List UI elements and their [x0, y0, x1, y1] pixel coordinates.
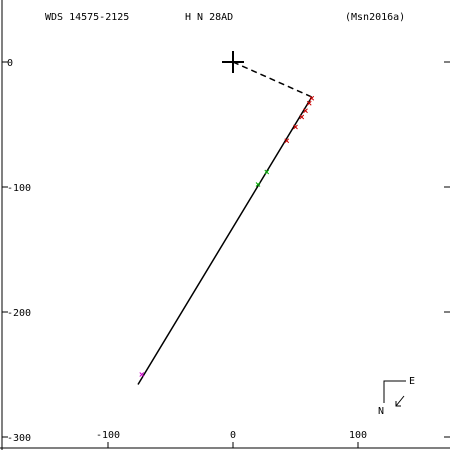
- wds-identifier: WDS 14575-2125: [45, 12, 129, 23]
- observation-point-cross: [306, 100, 312, 106]
- orbit-reference: (Msn2016a): [345, 12, 405, 23]
- y-tick-label: 0: [7, 58, 13, 69]
- observation-point-cross: [255, 182, 261, 187]
- observation-point-cross: [293, 124, 298, 130]
- y-tick-label: -200: [7, 308, 31, 319]
- observation-point-cross: [309, 95, 315, 101]
- discoverer-designation: H N 28AD: [185, 12, 233, 23]
- observation-point-cross: [139, 372, 145, 377]
- observation-point-cross: [284, 138, 290, 144]
- x-tick-label: 100: [349, 430, 367, 441]
- x-tick-label: -100: [96, 430, 120, 441]
- observation-point-cross: [303, 108, 308, 114]
- chart-marks: [137, 51, 315, 385]
- periastron-line: [232, 61, 313, 98]
- orbit-line: [137, 96, 313, 385]
- motion-arrow-icon: [395, 395, 405, 407]
- observation-point-cross: [264, 169, 270, 175]
- axis-ticks: 0 -100 -200 -300 -100 0 100: [2, 58, 450, 448]
- arrow-head-icon: [395, 401, 401, 407]
- y-tick-label: -300: [7, 433, 31, 444]
- y-tick-label: -100: [7, 183, 31, 194]
- x-tick-label: 0: [230, 430, 236, 441]
- compass-east-label: E: [409, 376, 415, 387]
- compass-north-label: N: [378, 406, 384, 417]
- compass-indicator: E N: [378, 376, 415, 417]
- observation-point-cross: [299, 114, 305, 120]
- compass-bracket: [383, 380, 406, 403]
